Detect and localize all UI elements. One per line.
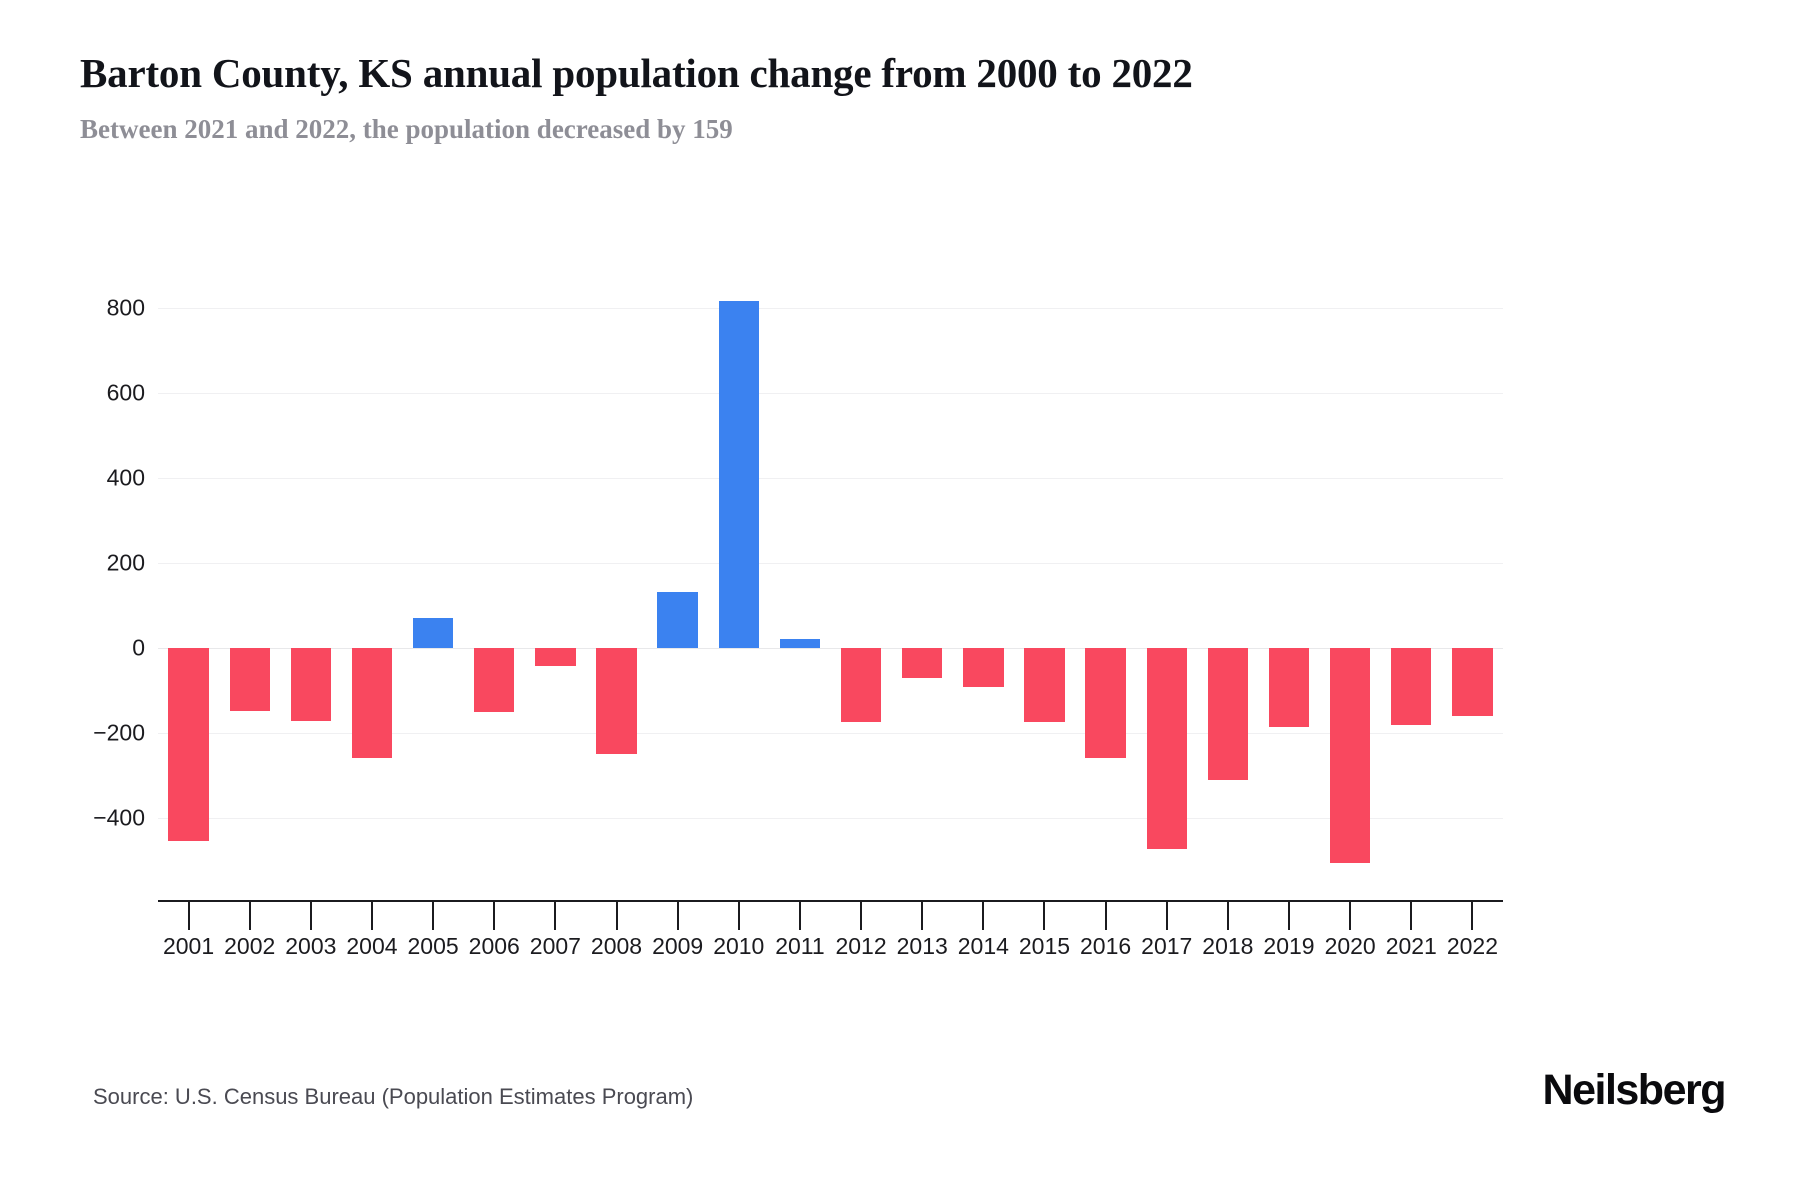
- x-axis-tick: [1043, 902, 1046, 930]
- x-axis-tick-label-2003: 2003: [285, 933, 337, 959]
- x-axis-tick: [1165, 902, 1168, 930]
- x-axis-tick-label-2020: 2020: [1324, 933, 1376, 959]
- bar-2019[interactable]: [1268, 648, 1310, 727]
- bar-2004[interactable]: [351, 648, 393, 758]
- x-axis-tick: [1410, 902, 1413, 930]
- y-gridline: [158, 478, 1503, 479]
- x-axis-tick-label-2012: 2012: [835, 933, 887, 959]
- x-axis-tick: [860, 902, 863, 930]
- chart-subtitle: Between 2021 and 2022, the population de…: [80, 114, 733, 144]
- x-axis-line: [158, 900, 1503, 902]
- x-axis-tick-label-2008: 2008: [590, 933, 643, 959]
- y-gridline: [158, 308, 1503, 309]
- x-axis-tick-label-2021: 2021: [1385, 933, 1437, 959]
- bar-2016[interactable]: [1085, 648, 1126, 758]
- y-axis-tick-label: 800: [106, 294, 145, 321]
- y-axis-tick-label: 0: [132, 634, 145, 661]
- x-axis-tick-label-2017: 2017: [1141, 933, 1193, 959]
- x-axis-tick-label-2013: 2013: [896, 933, 948, 959]
- x-axis-tick-label-2001: 2001: [162, 933, 215, 959]
- chart-header: Barton County, KS annual population chan…: [80, 48, 1730, 146]
- x-axis-tick: [737, 902, 740, 930]
- bar-2021[interactable]: [1391, 648, 1432, 725]
- bar-2002[interactable]: [229, 648, 270, 711]
- x-axis-tick: [1226, 902, 1229, 930]
- y-axis-tick-label: −400: [93, 804, 145, 831]
- y-axis-tick-label: 200: [106, 549, 145, 576]
- x-axis-tick: [309, 902, 312, 930]
- bar-2020[interactable]: [1329, 648, 1371, 863]
- bar-2010[interactable]: [718, 301, 759, 648]
- y-gridline: [158, 733, 1503, 734]
- x-axis-tick: [982, 902, 985, 930]
- chart-title: Barton County, KS annual population chan…: [80, 50, 1193, 96]
- x-axis-tick: [615, 902, 618, 930]
- x-axis-tick-label-2014: 2014: [957, 933, 1009, 959]
- x-axis-tick-label-2016: 2016: [1080, 933, 1132, 959]
- x-axis-tick: [921, 902, 924, 930]
- bar-2018[interactable]: [1207, 648, 1249, 780]
- bar-2007[interactable]: [535, 648, 576, 666]
- y-gridline: [158, 393, 1503, 394]
- bar-2006[interactable]: [474, 648, 515, 712]
- x-axis-tick: [676, 902, 679, 930]
- bar-2001[interactable]: [168, 648, 209, 842]
- x-axis-tick-label-2022: 2022: [1446, 933, 1498, 959]
- y-axis-tick-label: 600: [106, 379, 145, 406]
- bar-2003[interactable]: [290, 648, 331, 722]
- bar-2009[interactable]: [657, 591, 698, 648]
- x-axis-tick-label-2009: 2009: [652, 933, 704, 959]
- y-gridline: [158, 818, 1503, 819]
- x-axis-tick: [1288, 902, 1291, 930]
- x-axis-tick-label-2006: 2006: [468, 933, 520, 959]
- x-axis-tick: [554, 902, 557, 930]
- x-axis-tick-label-2002: 2002: [224, 933, 276, 959]
- x-axis-tick-label-2010: 2010: [713, 933, 765, 959]
- bar-2015[interactable]: [1024, 648, 1065, 723]
- y-gridline: [158, 563, 1503, 564]
- x-axis-tick: [493, 902, 496, 930]
- x-axis-tick: [370, 902, 373, 930]
- x-axis-tick: [248, 902, 251, 930]
- x-axis-tick-label-2019: 2019: [1263, 933, 1315, 959]
- bar-2011[interactable]: [779, 638, 821, 648]
- bar-2013[interactable]: [902, 648, 943, 678]
- chart-source-note: Source: U.S. Census Bureau (Population E…: [93, 1084, 694, 1109]
- x-axis-tick: [798, 902, 801, 930]
- bar-2014[interactable]: [963, 648, 1004, 688]
- bar-2005[interactable]: [412, 618, 454, 648]
- bar-2008[interactable]: [596, 648, 637, 755]
- x-axis-tick: [1349, 902, 1352, 930]
- x-axis-tick: [1104, 902, 1107, 930]
- y-axis-tick-label: 400: [106, 464, 145, 491]
- x-axis-tick-label-2015: 2015: [1018, 933, 1071, 959]
- bar-2012[interactable]: [840, 648, 882, 722]
- x-axis-tick-label-2011: 2011: [775, 933, 825, 959]
- x-axis-tick: [432, 902, 435, 930]
- zero-baseline: [158, 648, 1503, 649]
- y-axis-tick-label: −200: [93, 719, 145, 746]
- x-axis-tick-label-2005: 2005: [407, 933, 459, 959]
- bar-2017[interactable]: [1146, 648, 1187, 849]
- x-axis-tick: [187, 902, 190, 930]
- x-axis-tick-label-2004: 2004: [346, 933, 398, 959]
- x-axis-tick: [1471, 902, 1474, 930]
- bar-2022[interactable]: [1452, 648, 1493, 716]
- x-axis-tick-label-2007: 2007: [529, 933, 581, 959]
- neilsberg-logo: Neilsberg: [1542, 1066, 1727, 1114]
- x-axis-tick-label-2018: 2018: [1202, 933, 1254, 959]
